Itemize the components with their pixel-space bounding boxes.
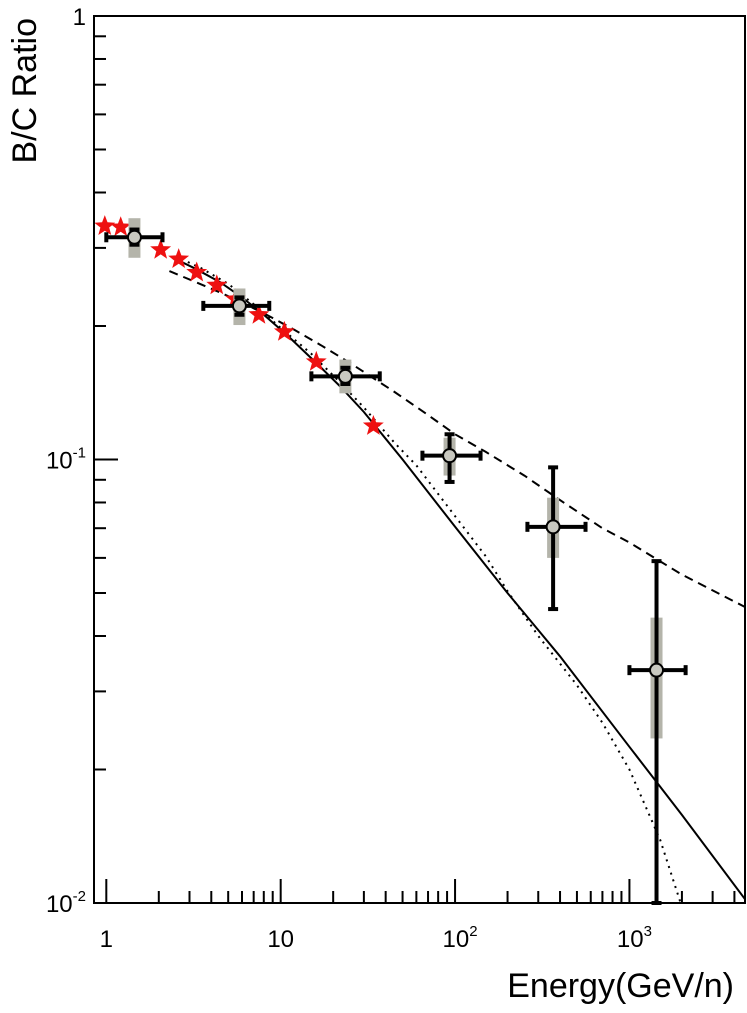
x-tick-label: 103: [617, 923, 652, 953]
star-marker-1: [94, 215, 116, 235]
star-marker-11: [362, 415, 384, 435]
star-marker-2: [110, 216, 132, 237]
circle-marker: [545, 519, 561, 535]
star-marker-9: [273, 320, 295, 341]
x-axis-title: Energy(GeV/n): [507, 967, 734, 1005]
data-point-3: [309, 359, 382, 394]
data-markers: [94, 215, 688, 905]
star-marker-10: [305, 350, 327, 371]
circle-marker: [442, 448, 458, 464]
data-point-4: [420, 432, 483, 484]
y-tick-label: 1: [73, 4, 86, 31]
x-tick-label: 10: [267, 926, 294, 953]
data-point-1: [104, 218, 165, 258]
x-tick-label: 1: [100, 926, 113, 953]
star-marker-6: [206, 274, 228, 295]
data-point-5: [525, 465, 588, 612]
axes: 1 10 102 103 1 10-1 10-2: [46, 4, 746, 953]
star-marker-4: [168, 248, 190, 268]
circle-marker: [337, 368, 353, 384]
circle-marker: [231, 298, 247, 314]
model-curves: [169, 258, 745, 903]
solid-line-curve: [175, 258, 745, 900]
circle-marker: [126, 229, 142, 245]
y-tick-label: 10-2: [46, 888, 86, 918]
data-point-6: [627, 559, 688, 905]
dotted-line-curve: [181, 258, 682, 903]
y-tick-label: 10-1: [46, 445, 86, 475]
star-marker-5: [186, 261, 208, 282]
star-marker-8: [248, 303, 270, 324]
star-marker-3: [150, 238, 172, 259]
y-axis-title: B/C Ratio: [6, 18, 44, 164]
data-point-2: [201, 288, 272, 326]
x-tick-label: 102: [443, 923, 478, 953]
circle-marker: [649, 662, 665, 678]
